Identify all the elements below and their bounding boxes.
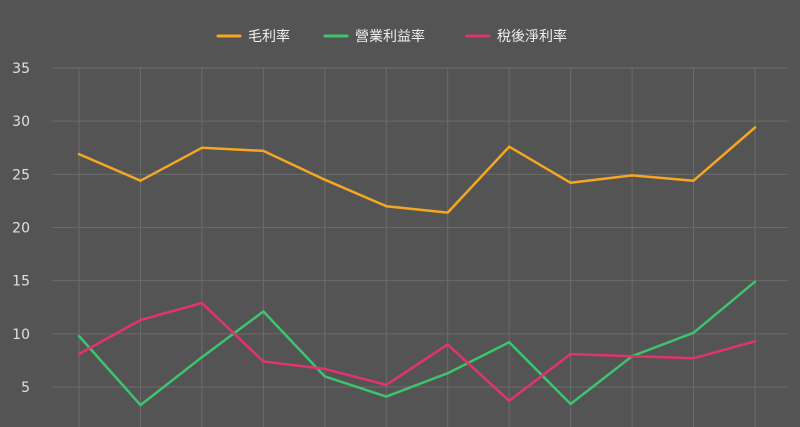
series-line-2 [77,301,757,403]
grid-lines [52,67,788,427]
legend-label-2: 稅後淨利率 [497,28,567,45]
series-line-1 [77,280,757,407]
series-line-0 [77,126,757,214]
legend-label-1: 營業利益率 [355,28,425,45]
y-tick-label: 10 [12,327,30,343]
y-tick-label: 15 [12,274,30,290]
y-tick-label: 30 [12,114,30,130]
y-tick-label: 35 [12,61,30,77]
y-tick-label: 20 [12,221,30,237]
y-tick-label: 5 [21,380,30,396]
legend: 毛利率 營業利益率 稅後淨利率 [216,28,567,45]
y-axis: 5 10 15 20 25 30 35 [12,61,30,396]
legend-label-0: 毛利率 [248,28,290,45]
series-lines [77,126,757,407]
y-tick-label: 25 [12,167,30,183]
